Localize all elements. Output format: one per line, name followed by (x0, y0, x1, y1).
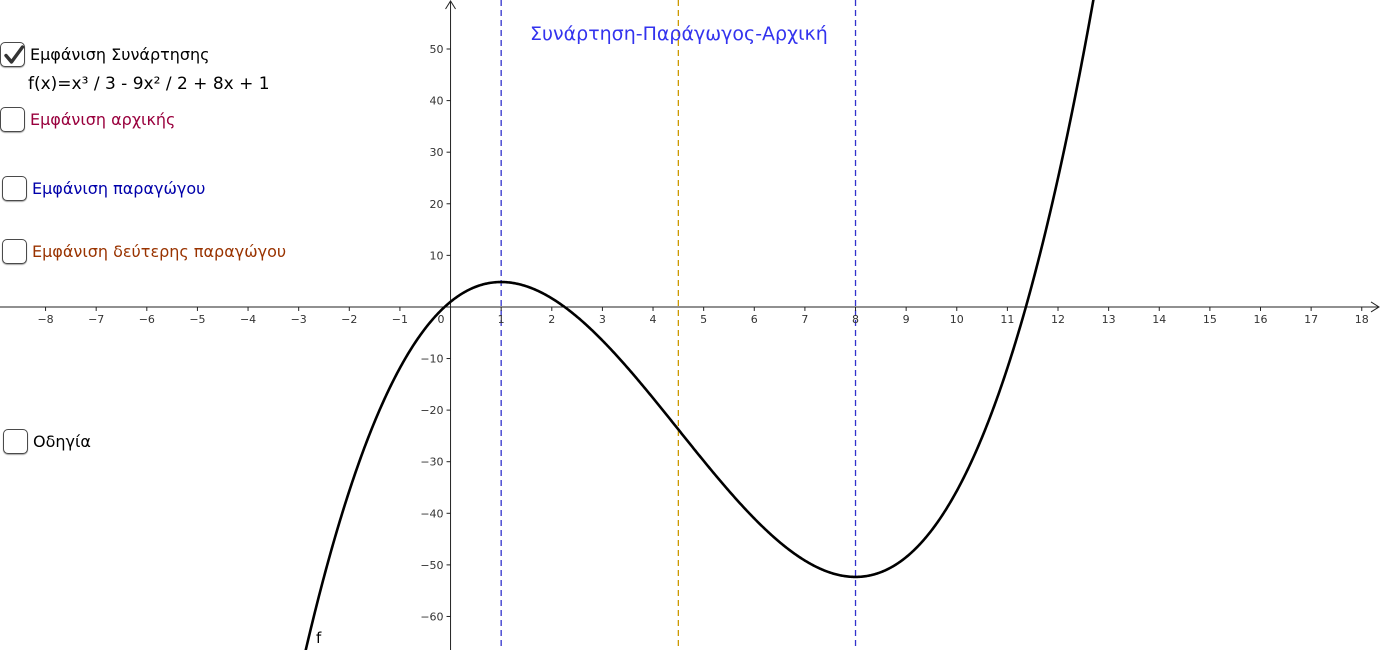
x-tick-label: 16 (1254, 313, 1268, 326)
y-axis-arrow (445, 0, 456, 10)
x-tick-label: −1 (392, 313, 408, 326)
show-function-checkbox-row[interactable]: Εμφάνιση Συνάρτησης (0, 42, 210, 67)
x-tick-label: −8 (37, 313, 53, 326)
x-tick-label: 11 (1000, 313, 1014, 326)
y-tick-label: −30 (420, 456, 443, 469)
x-tick-label: 8 (852, 313, 859, 326)
x-axis-arrow (1370, 301, 1380, 313)
y-tick-label: 50 (430, 43, 444, 56)
show-second-derivative-checkbox-row[interactable]: Εμφάνιση δεύτερης παραγώγου (2, 239, 286, 264)
x-tick-label: −5 (189, 313, 205, 326)
origin-label: 0 (438, 313, 445, 326)
y-tick-label: 10 (430, 249, 444, 262)
y-tick-label: −20 (420, 404, 443, 417)
x-tick-label: −4 (240, 313, 256, 326)
function-curve-f[interactable] (299, 0, 1100, 650)
instructions-label[interactable]: Οδηγία (33, 432, 91, 451)
x-tick-label: 18 (1355, 313, 1369, 326)
x-tick-label: 3 (599, 313, 606, 326)
x-tick-label: 6 (751, 313, 758, 326)
y-tick-label: 20 (430, 198, 444, 211)
x-tick-label: −6 (139, 313, 155, 326)
instructions-checkbox-row[interactable]: Οδηγία (3, 429, 91, 454)
show-second-derivative-label[interactable]: Εμφάνιση δεύτερης παραγώγου (32, 242, 287, 261)
show-function-label[interactable]: Εμφάνιση Συνάρτησης (30, 45, 210, 64)
y-tick-label: −40 (420, 507, 443, 520)
show-function-checkbox[interactable] (0, 42, 25, 67)
y-tick-label: 30 (430, 146, 444, 159)
vertical-guide-lines (500, 0, 857, 650)
show-antiderivative-checkbox-row[interactable]: Εμφάνιση αρχικής (0, 107, 175, 132)
y-tick-label: −60 (420, 610, 443, 623)
show-antiderivative-label[interactable]: Εμφάνιση αρχικής (30, 110, 176, 129)
axis-ticks: −8 −7 −6 −5 −4 −3 −2 −1 1 2 3 4 5 6 7 8 9 10 11 12 13 14 15 16 1… (37, 43, 1368, 623)
x-tick-label: 10 (950, 313, 964, 326)
x-tick-label: 13 (1102, 313, 1116, 326)
x-tick-label: −2 (341, 313, 357, 326)
x-tick-label: 17 (1304, 313, 1318, 326)
y-tick-label: 40 (430, 95, 444, 108)
x-tick-label: −3 (291, 313, 307, 326)
x-tick-label: −7 (88, 313, 104, 326)
x-tick-label: 7 (801, 313, 808, 326)
y-tick-label: −10 (420, 353, 443, 366)
x-tick-label: 2 (548, 313, 555, 326)
instructions-checkbox[interactable] (3, 429, 28, 454)
y-tick-label: −50 (420, 559, 443, 572)
x-tick-label: 9 (903, 313, 910, 326)
show-derivative-label[interactable]: Εμφάνιση παραγώγου (32, 179, 206, 198)
function-label-f: f (316, 629, 322, 647)
x-tick-label: 14 (1152, 313, 1166, 326)
x-tick-label: 5 (700, 313, 707, 326)
x-tick-label: 12 (1051, 313, 1065, 326)
x-tick-label: 15 (1203, 313, 1217, 326)
show-derivative-checkbox[interactable] (2, 176, 27, 201)
show-second-derivative-checkbox[interactable] (2, 239, 27, 264)
x-tick-label: 1 (498, 313, 505, 326)
checkmark-icon (4, 45, 25, 64)
show-derivative-checkbox-row[interactable]: Εμφάνιση παραγώγου (2, 176, 205, 201)
graph-title: Συνάρτηση-Παράγωγος-Αρχική (530, 23, 828, 45)
function-formula: f(x)=x³ / 3 - 9x² / 2 + 8x + 1 (28, 74, 270, 94)
x-tick-label: 4 (650, 313, 657, 326)
show-antiderivative-checkbox[interactable] (0, 107, 25, 132)
